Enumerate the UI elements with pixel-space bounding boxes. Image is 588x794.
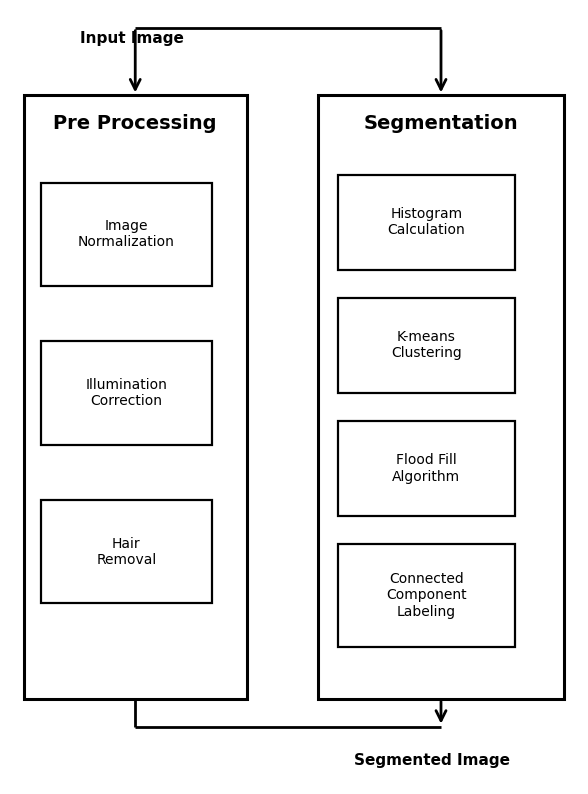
Bar xyxy=(338,421,514,516)
Text: K-means
Clustering: K-means Clustering xyxy=(391,330,462,360)
Text: Input Image: Input Image xyxy=(81,31,184,45)
Bar xyxy=(338,544,514,647)
Text: Histogram
Calculation: Histogram Calculation xyxy=(387,207,465,237)
Bar xyxy=(318,95,564,699)
Bar xyxy=(338,175,514,270)
Bar xyxy=(41,341,212,445)
Bar xyxy=(24,95,247,699)
Text: Illumination
Correction: Illumination Correction xyxy=(85,378,168,408)
Text: Hair
Removal: Hair Removal xyxy=(96,537,156,567)
Text: Connected
Component
Labeling: Connected Component Labeling xyxy=(386,572,467,619)
Bar xyxy=(41,183,212,286)
Text: Segmentation: Segmentation xyxy=(364,114,518,133)
Bar xyxy=(338,298,514,393)
Text: Pre Processing: Pre Processing xyxy=(54,114,217,133)
Text: Segmented Image: Segmented Image xyxy=(354,754,510,768)
Bar xyxy=(41,500,212,603)
Text: Flood Fill
Algorithm: Flood Fill Algorithm xyxy=(392,453,460,484)
Text: Image
Normalization: Image Normalization xyxy=(78,219,175,249)
